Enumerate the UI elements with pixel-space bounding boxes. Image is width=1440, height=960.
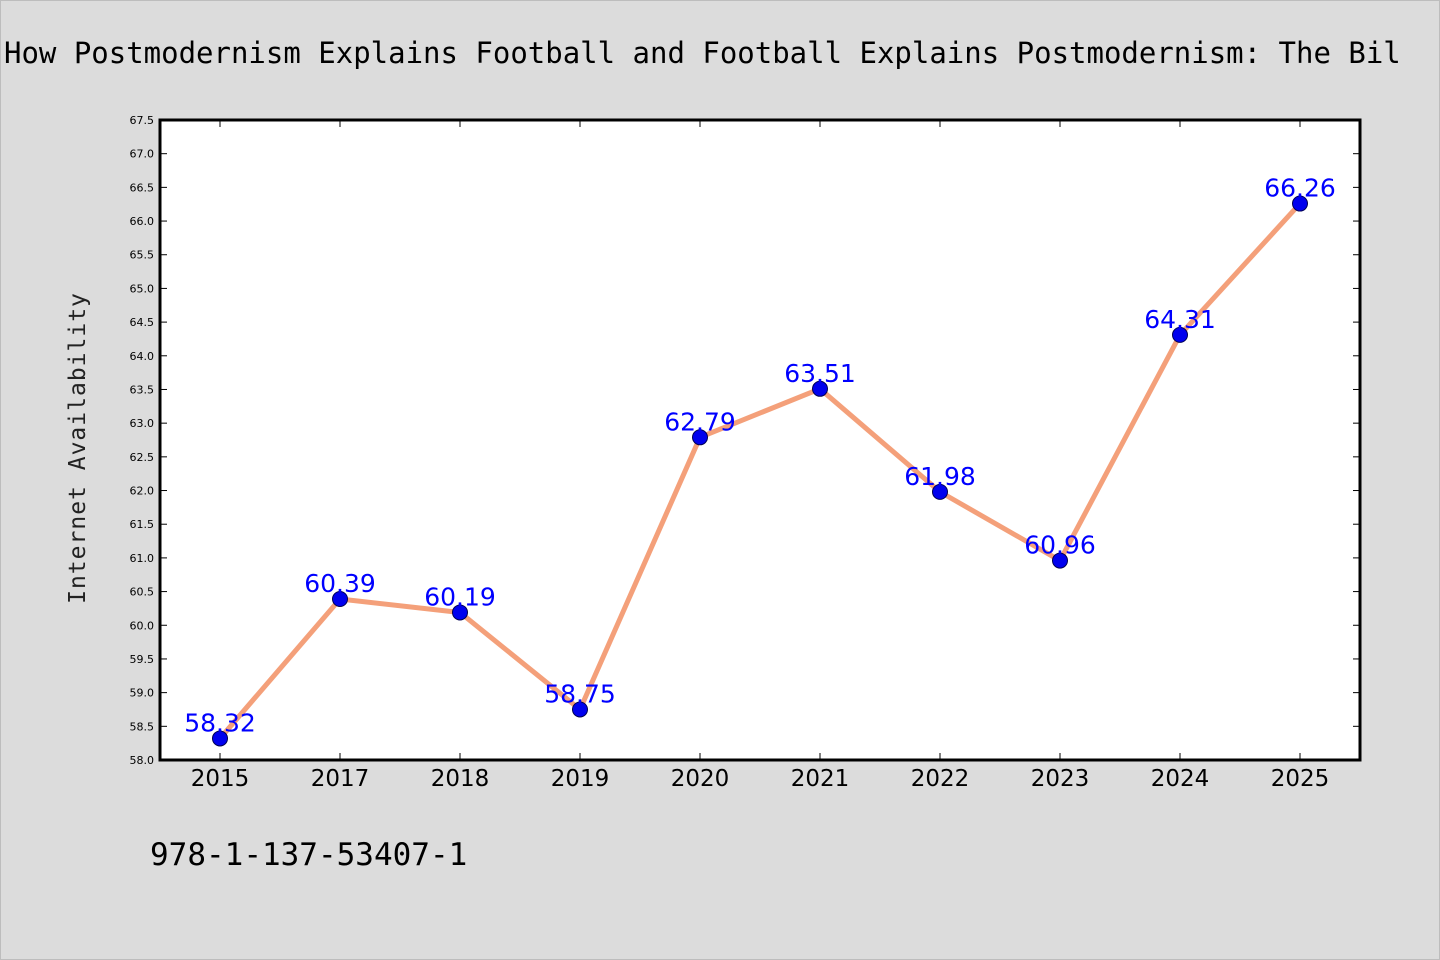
series-line (217, 201, 1303, 741)
x-tick-label: 2019 (551, 766, 610, 792)
y-tick-label: 64.5 (130, 316, 155, 329)
y-tick-label: 65.5 (130, 249, 155, 262)
data-point (212, 730, 228, 747)
y-tick-label: 66.5 (130, 181, 155, 194)
x-tick-label: 2022 (911, 766, 970, 792)
data-label: 60.39 (304, 569, 376, 598)
y-tick-label: 67.5 (130, 114, 155, 127)
y-tick-label: 63.0 (130, 417, 155, 430)
y-tick-label: 65.0 (130, 282, 155, 295)
isbn-label: 978-1-137-53407-1 (150, 837, 467, 873)
y-tick-label: 58.5 (130, 720, 155, 733)
data-point (692, 429, 708, 446)
x-tick-label: 2017 (311, 766, 370, 792)
data-point (1292, 195, 1308, 212)
x-tick-label: 2024 (1151, 766, 1210, 792)
plot-area (158, 118, 1362, 762)
y-tick-label: 60.0 (130, 619, 155, 632)
data-point (452, 604, 468, 621)
data-label: 64.31 (1144, 305, 1216, 334)
series-group: 58.32 60.39 60.19 58.75 62.79 63.51 61.98 60.96… (184, 174, 1336, 747)
y-tick-label: 60.5 (130, 586, 155, 599)
data-label: 58.32 (184, 708, 256, 737)
data-point (572, 701, 588, 718)
y-tick-label: 59.5 (130, 653, 155, 666)
y-axis-label: Internet Availability (65, 292, 91, 604)
data-point (1052, 552, 1068, 569)
data-label: 58.75 (544, 679, 616, 708)
data-point (1172, 326, 1188, 343)
x-tick-label: 2021 (791, 766, 850, 792)
y-tick-label: 59.0 (130, 687, 155, 700)
data-label: 66.26 (1264, 174, 1336, 203)
x-tick-label: 2018 (431, 766, 490, 792)
data-label: 60.96 (1024, 531, 1096, 560)
chart-title: How Postmodernism Explains Football and … (4, 36, 1401, 70)
x-tick-label: 2025 (1271, 766, 1330, 792)
y-tick-label: 62.0 (130, 485, 155, 498)
x-axis: 2015 2017 2018 2019 2020 2021 2022 2023 2024 2025 (191, 120, 1330, 792)
y-tick-label: 64.0 (130, 350, 155, 363)
y-axis: 58.0 58.5 59.0 59.5 60.0 60.5 61.0 61.5 62.0 62.5… (130, 114, 1360, 767)
data-point (332, 590, 348, 607)
y-tick-label: 63.5 (130, 383, 155, 396)
y-tick-label: 62.5 (130, 451, 155, 464)
y-tick-label: 67.0 (130, 148, 155, 161)
data-label: 62.79 (664, 407, 736, 436)
x-tick-label: 2023 (1031, 766, 1090, 792)
y-tick-label: 58.0 (130, 754, 155, 767)
x-tick-label: 2015 (191, 766, 250, 792)
data-point (812, 380, 828, 397)
y-tick-label: 61.5 (130, 518, 155, 531)
data-label: 60.19 (424, 582, 496, 611)
data-point (932, 483, 948, 500)
y-tick-label: 61.0 (130, 552, 155, 565)
data-label: 61.98 (904, 462, 976, 491)
x-tick-label: 2020 (671, 766, 730, 792)
y-tick-label: 66.0 (130, 215, 155, 228)
data-label: 63.51 (784, 359, 856, 388)
